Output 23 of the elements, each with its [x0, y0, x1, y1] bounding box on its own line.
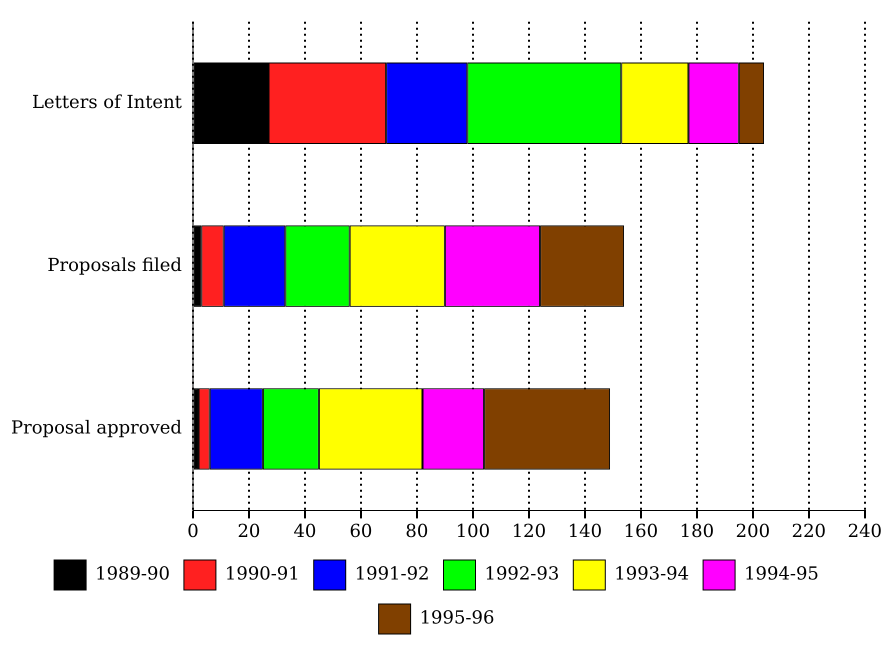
x-tick-label: 0 — [187, 520, 199, 542]
x-tick-label: 200 — [736, 520, 770, 542]
legend-label: 1991-92 — [354, 564, 430, 585]
x-tick-label: 40 — [293, 520, 316, 542]
x-tick-label: 60 — [349, 520, 372, 542]
legend-label: 1989-90 — [95, 564, 170, 585]
x-tick-label: 80 — [405, 520, 428, 542]
legend-label: 1995-96 — [420, 608, 494, 629]
x-tick-label: 160 — [624, 520, 658, 542]
x-tick-label: 240 — [848, 520, 882, 542]
legend-label: 1993-94 — [614, 564, 690, 585]
x-tick-label: 180 — [680, 520, 714, 542]
y-tick-label: Letters of Intent — [32, 92, 183, 113]
x-tick-label: 120 — [512, 520, 546, 542]
x-tick-label: 220 — [792, 520, 826, 542]
legend-label: 1994-95 — [744, 564, 819, 585]
x-tick-label: 20 — [237, 520, 260, 542]
legend-label: 1990-91 — [224, 564, 300, 585]
x-tick-label: 100 — [456, 520, 490, 542]
legend-label: 1992-93 — [484, 564, 560, 585]
x-tick-label: 140 — [568, 520, 602, 542]
y-tick-label: Proposal approved — [11, 418, 182, 439]
y-tick-label: Proposals filed — [47, 254, 182, 276]
